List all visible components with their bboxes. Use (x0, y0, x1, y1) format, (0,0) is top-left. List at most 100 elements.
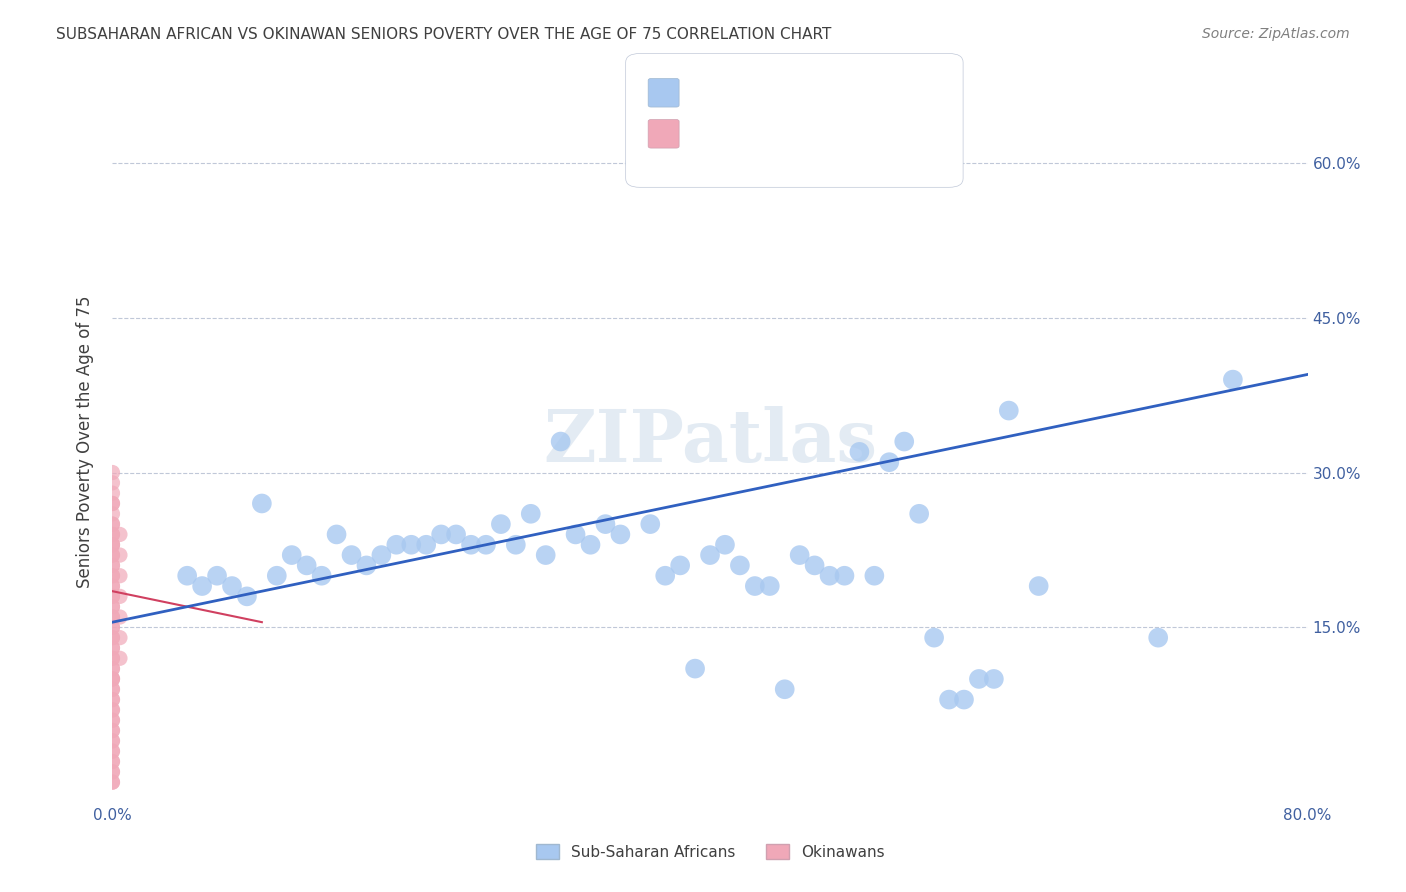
Point (520, 507, 543, 521)
Point (250, 496, 273, 510)
Point (101, 527, 124, 541)
Point (101, 631, 124, 645)
Point (101, 682, 124, 697)
Point (221, 579, 243, 593)
Point (714, 538, 737, 552)
Point (475, 538, 498, 552)
Point (101, 620, 124, 634)
Point (101, 640, 124, 655)
Point (101, 610, 124, 624)
Point (967, 672, 990, 686)
Point (728, 558, 751, 573)
Point (101, 703, 124, 717)
Point (654, 568, 676, 582)
Point (101, 558, 124, 573)
Point (101, 610, 124, 624)
Point (624, 156, 647, 170)
Point (834, 568, 856, 582)
Point (998, 403, 1021, 417)
Point (101, 672, 124, 686)
Point (789, 548, 811, 562)
Point (108, 527, 131, 541)
Point (176, 568, 198, 582)
Point (489, 517, 512, 532)
Legend: Sub-Saharan Africans, Okinawans: Sub-Saharan Africans, Okinawans (529, 836, 891, 867)
Point (101, 568, 124, 582)
Point (281, 548, 304, 562)
Point (640, 517, 662, 532)
Point (101, 775, 124, 789)
Point (101, 590, 124, 604)
Point (295, 558, 318, 573)
Point (101, 692, 124, 706)
Point (101, 662, 124, 676)
Point (205, 568, 228, 582)
Point (803, 558, 825, 573)
Point (101, 713, 124, 727)
Point (101, 672, 124, 686)
Point (101, 579, 124, 593)
Point (595, 517, 617, 532)
Point (534, 548, 557, 562)
Point (564, 527, 586, 541)
Point (101, 538, 124, 552)
Point (101, 599, 124, 614)
Point (983, 672, 1005, 686)
Point (879, 455, 901, 469)
Point (908, 507, 931, 521)
Point (108, 610, 131, 624)
Point (108, 651, 131, 665)
Text: R =  0.456   N = 59: R = 0.456 N = 59 (689, 82, 838, 96)
Text: SUBSAHARAN AFRICAN VS OKINAWAN SENIORS POVERTY OVER THE AGE OF 75 CORRELATION CH: SUBSAHARAN AFRICAN VS OKINAWAN SENIORS P… (56, 27, 831, 42)
Point (101, 651, 124, 665)
Point (101, 620, 124, 634)
Point (108, 548, 131, 562)
Point (101, 672, 124, 686)
Point (101, 713, 124, 727)
Point (1028, 579, 1050, 593)
Point (311, 568, 333, 582)
Point (401, 538, 423, 552)
Point (1222, 373, 1244, 387)
Point (101, 475, 124, 490)
Point (101, 599, 124, 614)
Point (108, 568, 131, 582)
Point (505, 538, 527, 552)
Point (101, 775, 124, 789)
Point (101, 590, 124, 604)
Point (101, 486, 124, 500)
Point (893, 434, 915, 449)
Point (101, 764, 124, 779)
Point (101, 568, 124, 582)
Y-axis label: Seniors Poverty Over the Age of 75: Seniors Poverty Over the Age of 75 (76, 295, 94, 588)
Point (759, 579, 782, 593)
Point (101, 744, 124, 758)
Point (101, 507, 124, 521)
Point (609, 527, 631, 541)
Point (101, 558, 124, 573)
Point (370, 548, 392, 562)
Point (101, 723, 124, 738)
Point (101, 640, 124, 655)
Point (325, 527, 347, 541)
Point (101, 692, 124, 706)
Point (236, 590, 259, 604)
Point (773, 682, 796, 697)
Point (1147, 631, 1170, 645)
Point (101, 734, 124, 748)
Point (101, 548, 124, 562)
Point (669, 558, 692, 573)
Point (101, 755, 124, 769)
Point (744, 579, 766, 593)
Point (101, 631, 124, 645)
Point (415, 538, 437, 552)
Point (101, 662, 124, 676)
Point (101, 744, 124, 758)
Point (101, 651, 124, 665)
Point (848, 445, 870, 459)
Point (101, 538, 124, 552)
Point (101, 755, 124, 769)
Text: ZIPatlas: ZIPatlas (543, 406, 877, 477)
Point (101, 517, 124, 532)
Point (101, 527, 124, 541)
